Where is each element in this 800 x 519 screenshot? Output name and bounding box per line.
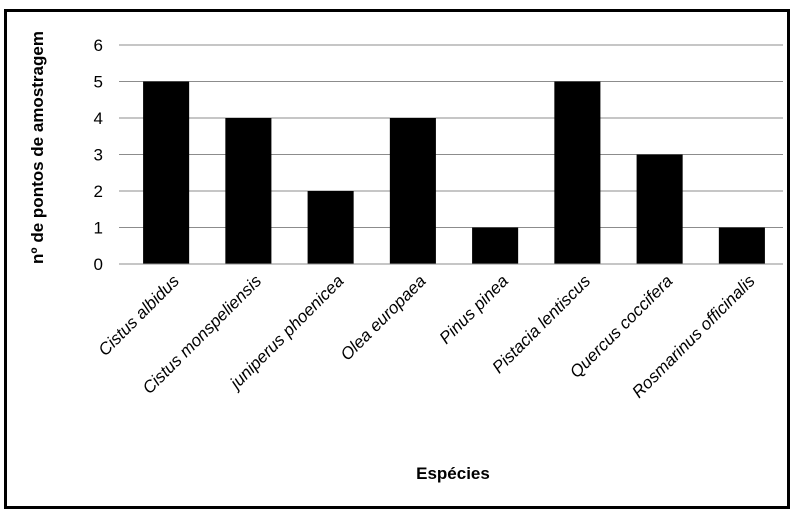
bar <box>307 191 354 264</box>
bars <box>143 81 765 264</box>
y-tick-label: 2 <box>94 182 103 201</box>
y-tick-label: 6 <box>94 36 103 55</box>
bar <box>718 227 765 264</box>
bar <box>636 154 683 264</box>
bar <box>225 118 272 264</box>
bar <box>554 81 601 264</box>
y-axis-title: nº de pontos de amostragem <box>28 31 47 264</box>
y-tick-label: 0 <box>94 255 103 274</box>
bar <box>143 81 190 264</box>
x-tick-label: Olea europaea <box>337 271 430 364</box>
x-tick-label: Cistus albidus <box>95 271 184 360</box>
x-axis-title: Espécies <box>416 464 490 483</box>
y-tick-label: 3 <box>94 146 103 165</box>
chart-frame: 0 1 2 3 4 5 6 Cistus albidus Cistus monspeliens… <box>4 9 790 509</box>
y-tick-label: 4 <box>94 109 103 128</box>
y-tick-label: 1 <box>94 219 103 238</box>
y-tick-label: 5 <box>94 73 103 92</box>
y-tick-labels: 0 1 2 3 4 5 6 <box>94 36 125 274</box>
bar <box>389 118 436 264</box>
x-tick-label: Pinus pinea <box>436 271 512 347</box>
bar <box>472 227 519 264</box>
gridlines <box>125 44 783 228</box>
